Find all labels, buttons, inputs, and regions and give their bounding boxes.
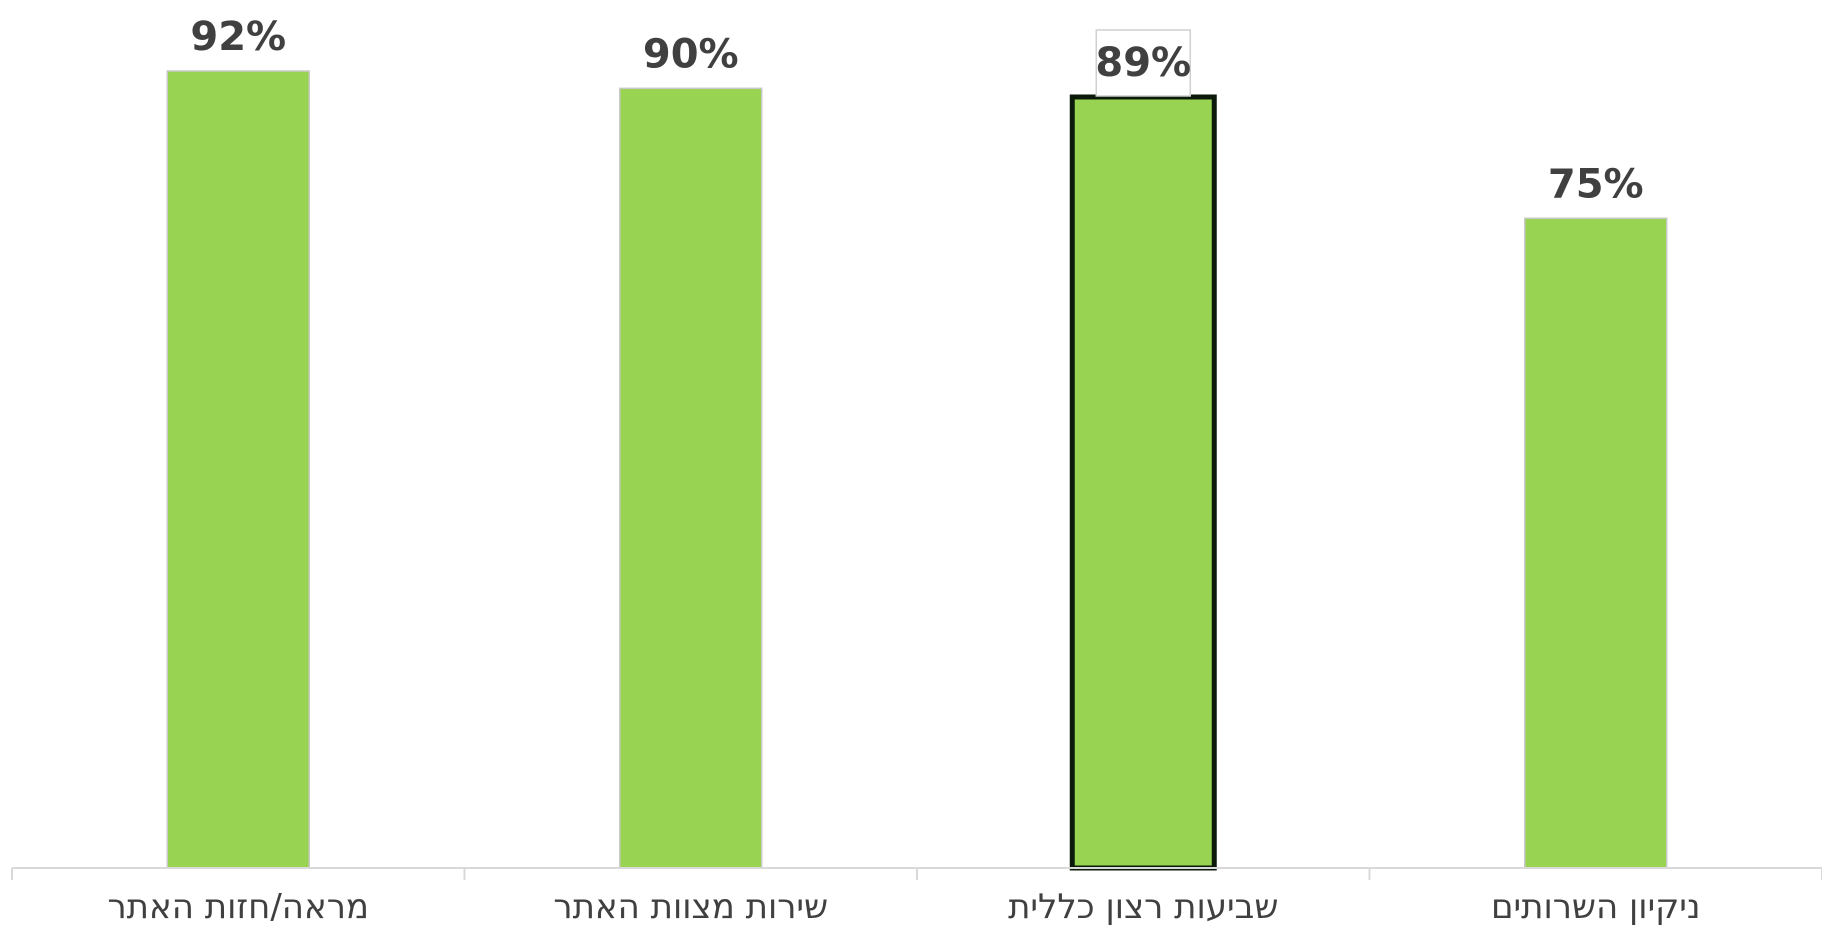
value-label-4: 75% <box>1548 161 1644 207</box>
value-label-1: 92% <box>190 14 286 60</box>
category-label-1: מראה/חזות האתר <box>107 887 369 927</box>
bar-3-highlighted[interactable] <box>1069 94 1217 871</box>
bar-4[interactable] <box>1524 217 1668 869</box>
category-label-4: ניקיון השרותים <box>1491 887 1701 927</box>
value-label-box-3[interactable] <box>1095 29 1191 97</box>
category-label-3: שביעות רצון כללית <box>1008 887 1278 927</box>
bars-group <box>166 70 1668 871</box>
bar-1[interactable] <box>166 70 310 869</box>
category-label-2: שירות מצוות האתר <box>553 887 828 927</box>
value-labels-group: 92% 90% 89% 75% <box>190 14 1643 207</box>
category-labels-group: מראה/חזות האתר שירות מצוות האתר שביעות רצו… <box>107 887 1700 927</box>
x-axis <box>11 867 1822 880</box>
value-label-2: 90% <box>643 31 739 77</box>
value-label-3: 89% <box>1095 40 1191 86</box>
bar-2[interactable] <box>619 87 763 869</box>
